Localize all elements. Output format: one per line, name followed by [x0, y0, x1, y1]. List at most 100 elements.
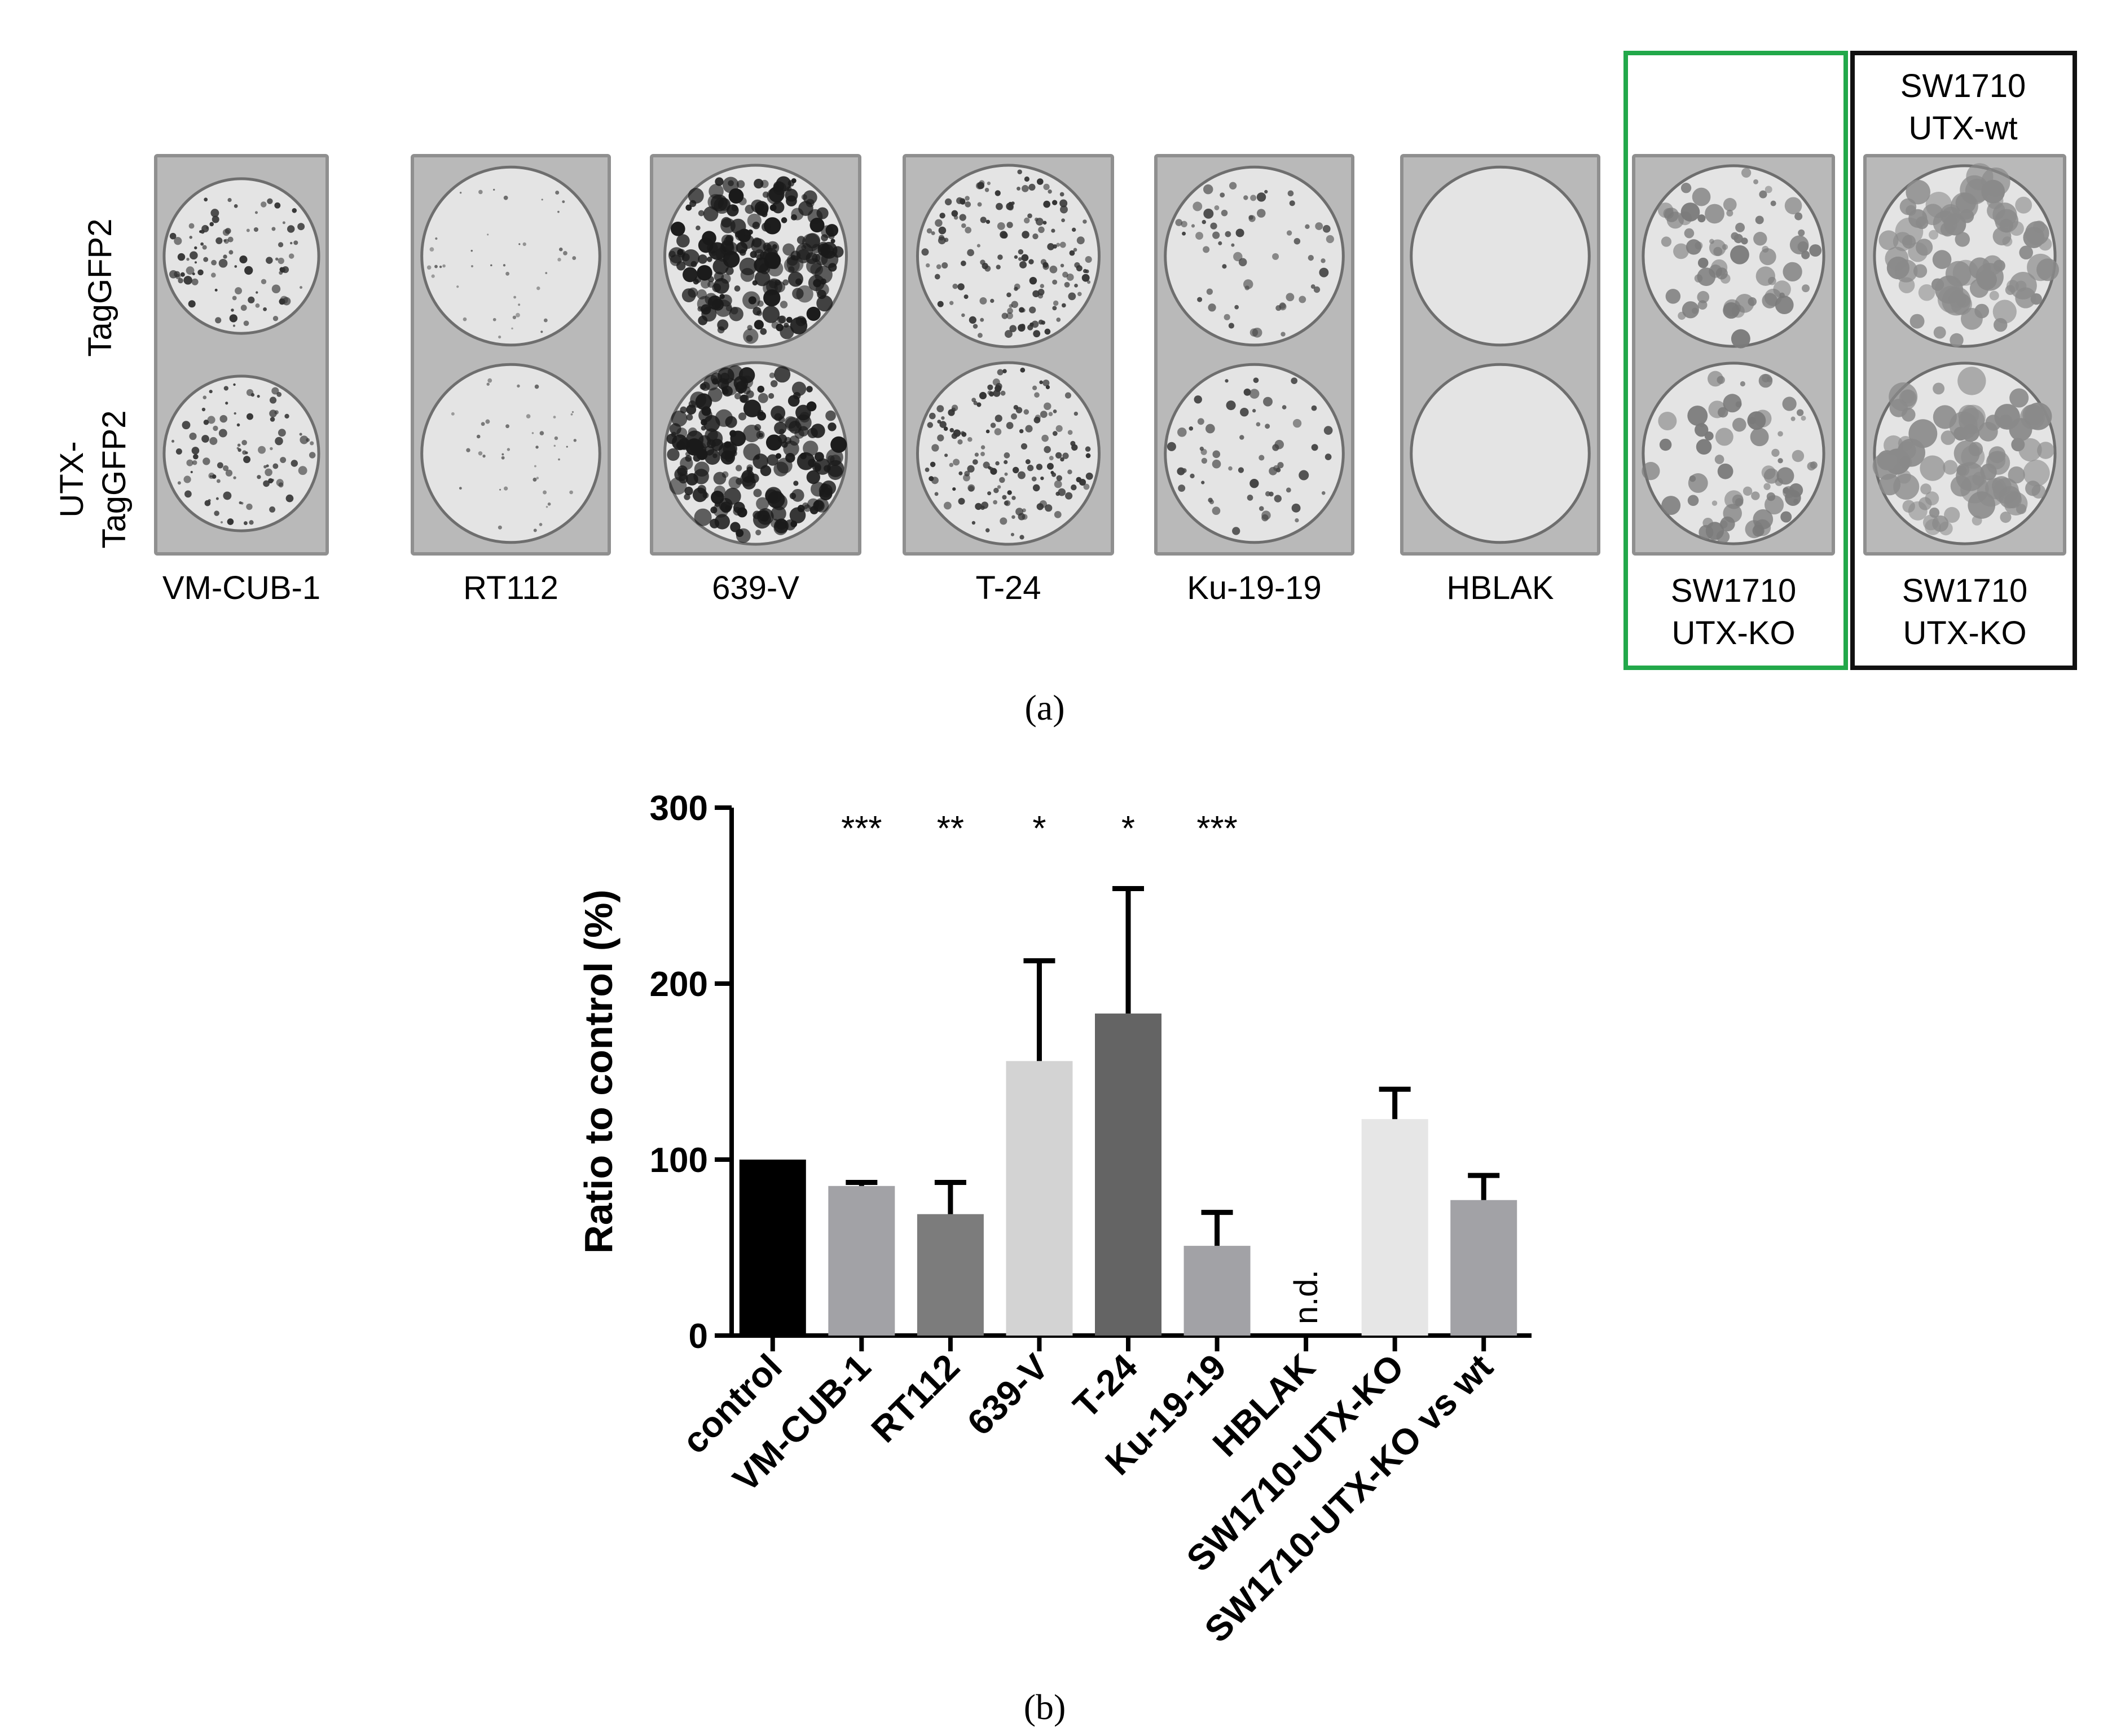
colony — [572, 256, 577, 261]
colony — [1231, 243, 1235, 247]
colony — [1066, 273, 1074, 281]
colony — [1059, 205, 1068, 214]
colony — [481, 422, 485, 426]
colony — [941, 416, 945, 420]
colony — [787, 271, 803, 287]
colony — [743, 399, 762, 417]
colony — [1989, 290, 1999, 301]
colony — [297, 223, 305, 231]
colony — [1325, 453, 1332, 460]
colony — [1009, 304, 1013, 309]
colony — [746, 466, 753, 473]
colony — [1807, 462, 1816, 471]
colony — [993, 500, 997, 505]
colony — [701, 425, 706, 431]
colony — [951, 210, 958, 217]
colony — [1935, 275, 1964, 304]
colony — [978, 333, 983, 338]
colony — [1885, 246, 1909, 271]
colony — [996, 265, 1001, 270]
colony — [671, 410, 688, 427]
colony — [1794, 212, 1803, 221]
colony — [280, 457, 287, 464]
colony — [1011, 413, 1017, 420]
colony — [707, 257, 712, 262]
colony — [258, 446, 266, 454]
colony — [1243, 195, 1248, 200]
colony — [1206, 288, 1213, 295]
colony — [211, 259, 217, 266]
colony — [1249, 478, 1259, 488]
colony — [1022, 231, 1029, 239]
bar — [1361, 1119, 1428, 1336]
colony — [1765, 186, 1772, 193]
colony — [696, 225, 701, 231]
colony — [1037, 289, 1045, 296]
colony — [169, 232, 177, 240]
colony — [993, 487, 999, 494]
colony — [943, 426, 948, 431]
colony — [681, 288, 696, 302]
colony — [1056, 318, 1061, 322]
colony — [784, 437, 791, 444]
colony — [1042, 262, 1049, 268]
colony — [1073, 411, 1078, 416]
colony — [1929, 507, 1940, 518]
colony — [275, 437, 283, 446]
colony — [499, 488, 501, 491]
colony — [1792, 450, 1805, 462]
colony — [1028, 183, 1036, 191]
colony — [487, 233, 489, 236]
colony — [1732, 417, 1746, 432]
colony — [1291, 503, 1301, 513]
colony — [937, 301, 944, 307]
colony — [997, 485, 1001, 489]
colony — [290, 241, 293, 245]
colony — [1243, 279, 1253, 289]
colony — [1761, 374, 1770, 382]
colony — [266, 257, 273, 264]
colony — [1035, 415, 1041, 421]
colony — [1083, 483, 1090, 490]
plate-image — [1154, 154, 1354, 556]
colony — [684, 486, 693, 496]
colony — [1233, 252, 1243, 262]
plate-image — [1863, 154, 2066, 556]
colony — [2036, 258, 2060, 281]
colony — [1941, 430, 1956, 445]
colony — [1730, 245, 1749, 265]
colony — [984, 188, 989, 192]
colony — [754, 178, 764, 189]
colony — [492, 318, 496, 321]
colony — [963, 294, 969, 299]
colony — [275, 257, 279, 261]
colony — [1715, 428, 1733, 446]
colony — [1801, 415, 1806, 421]
colony — [1754, 409, 1772, 428]
colony — [1265, 424, 1270, 429]
colony — [994, 428, 1002, 435]
colony — [545, 272, 548, 274]
colony — [975, 503, 982, 510]
colony — [793, 481, 799, 486]
colony — [806, 252, 818, 265]
colony — [670, 423, 681, 435]
colony — [990, 422, 996, 428]
colony — [558, 458, 560, 461]
y-tick-label: 100 — [650, 1141, 708, 1180]
colony — [236, 423, 240, 427]
colony — [941, 262, 948, 269]
colony — [739, 257, 757, 276]
plate-image — [1632, 154, 1835, 556]
colony — [728, 476, 741, 490]
colony — [1002, 369, 1007, 373]
colony — [271, 284, 281, 294]
colony — [796, 285, 813, 303]
colony — [1000, 517, 1007, 525]
colony — [976, 244, 980, 248]
colony — [563, 250, 567, 255]
colony — [503, 195, 508, 200]
colony — [738, 412, 747, 421]
colony — [1175, 219, 1183, 226]
